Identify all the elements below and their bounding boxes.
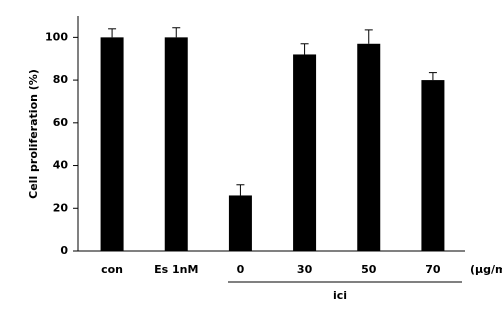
- bar: [228, 195, 252, 251]
- bar: [164, 37, 188, 252]
- unit-label: (μg/ml): [470, 263, 502, 276]
- x-tick-label: 50: [361, 263, 377, 276]
- x-tick-label: 30: [297, 263, 313, 276]
- x-tick-label: 0: [237, 263, 245, 276]
- bar: [357, 43, 381, 251]
- x-tick-label: con: [101, 263, 123, 276]
- group-label: ici: [333, 289, 347, 302]
- x-tick-label: 70: [425, 263, 441, 276]
- y-tick-label: 80: [53, 73, 69, 86]
- y-tick-label: 20: [53, 201, 69, 214]
- y-axis-label: Cell proliferation (%): [27, 69, 40, 199]
- y-tick-label: 60: [53, 116, 69, 129]
- y-tick-label: 40: [53, 159, 69, 172]
- y-tick-label: 0: [60, 244, 68, 257]
- x-tick-label: Es 1nM: [154, 263, 198, 276]
- y-tick-label: 100: [45, 30, 68, 43]
- bar: [421, 80, 445, 251]
- bar: [100, 37, 124, 252]
- bar: [293, 54, 317, 251]
